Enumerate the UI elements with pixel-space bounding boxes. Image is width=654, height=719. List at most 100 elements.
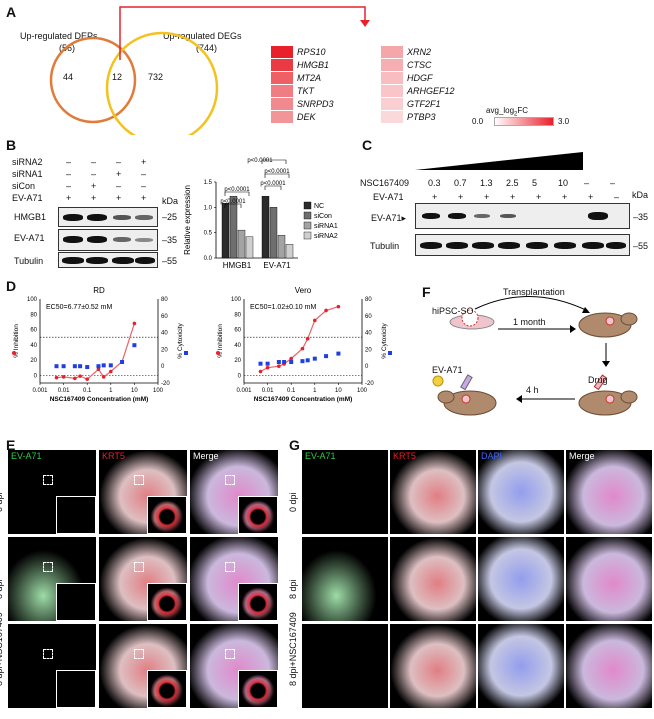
panelb-sign: – (141, 181, 147, 191)
panel-label-c: C (362, 137, 373, 153)
micrograph (190, 624, 278, 708)
gene-row: RPS10 (271, 46, 371, 58)
micrograph (8, 624, 96, 708)
y-tick-label: 1.0 (204, 205, 213, 211)
legend-swatch (303, 211, 312, 220)
x-tick-label: 1 (109, 388, 113, 394)
inhibition-point (61, 375, 66, 379)
cytotoxicity-point (96, 364, 101, 369)
x-tick-label: 0.01 (58, 388, 70, 394)
inhibition-point (96, 367, 101, 372)
panelb-blot-hmgb1 (58, 207, 158, 227)
panelb-blot-label-hmgb1: HMGB1 (14, 212, 47, 222)
sig-bracket (224, 203, 242, 208)
panelc-drug-label: NSC167409 (360, 178, 410, 188)
cytotoxicity-point (54, 364, 59, 369)
panelc-conc: 0.7 (454, 178, 467, 188)
y-tick-label: 80 (30, 312, 37, 318)
y-tick-label: 60 (234, 328, 241, 334)
micrograph (302, 537, 388, 621)
legend-label: siCon (314, 213, 332, 220)
month-label: 1 month (513, 317, 546, 327)
inhibition-legend-marker (216, 351, 220, 355)
gene-name: DEK (297, 112, 316, 122)
panelc-ev-sign: + (432, 192, 438, 202)
x-tick-label: 1 (313, 388, 317, 394)
panelb-blot-label-tubulin: Tubulin (14, 256, 44, 266)
row-label: 8 dpi+NSC167409 (0, 612, 4, 686)
y-tick-label: 100 (27, 297, 38, 303)
micrograph (478, 537, 564, 621)
y-tick-label: 20 (30, 358, 37, 364)
bar (245, 236, 254, 259)
panelb-sign: + (141, 193, 147, 203)
y2-tick-label: 60 (365, 314, 372, 320)
roi-box (134, 562, 145, 573)
panelb-row-label: siRNA1 (12, 169, 43, 179)
y2-tick-label: 0 (161, 364, 165, 370)
y-tick-label: 1.5 (204, 180, 213, 186)
gene-swatch (381, 72, 403, 84)
sig-bracket (224, 191, 250, 196)
panelb-marker-35: –35 (162, 235, 178, 245)
cytotoxicity-point (289, 360, 294, 364)
cytotoxicity-point (78, 364, 83, 369)
gene-name: GTF2F1 (407, 99, 441, 109)
gene-row: XRN2 (381, 46, 481, 58)
x-tick-label: 10 (131, 388, 138, 394)
gene-name: CTSC (407, 60, 432, 70)
panelc-conc: 10 (558, 178, 569, 188)
panelb-sign: – (66, 169, 72, 179)
micrograph (99, 450, 187, 534)
panelb-marker-55: –55 (162, 256, 178, 266)
inhibition-point (109, 369, 113, 374)
bar (277, 234, 286, 259)
row-label: 0 dpi (288, 492, 298, 512)
gene-swatch (381, 59, 403, 71)
panelc-marker-35: –35 (633, 212, 649, 222)
venn-left-only: 44 (63, 72, 74, 82)
cytotoxicity-legend-marker (184, 351, 188, 355)
panel-d-vero-chart: Vero EC50=1.02±0.10 mM 0.001 0.01 0.1 1 10 100 0… (216, 286, 392, 403)
channel-label: EV-A71 (305, 451, 336, 461)
x-tick-label: 100 (153, 388, 164, 394)
y-tick-label: 40 (234, 343, 241, 349)
panelb-marker-25: –25 (162, 212, 178, 222)
gene-name: RPS10 (297, 47, 326, 57)
x-tick-label: EV-A71 (263, 261, 291, 270)
panelc-ev-sign: + (562, 192, 568, 202)
zoom-inset (147, 583, 187, 621)
panelb-sign: – (116, 157, 122, 167)
p-value: p<0.0001 (220, 199, 246, 205)
gene-name: HDGF (407, 73, 433, 83)
roi-box (43, 562, 54, 573)
cytotoxicity-legend-marker (388, 351, 392, 355)
panel-label-f: F (422, 284, 431, 300)
inhibition-point (78, 374, 82, 378)
micrograph (478, 450, 564, 534)
roi-box (43, 649, 54, 660)
gene-row: GTF2F1 (381, 98, 481, 110)
cytotoxicity-point (312, 356, 317, 361)
drug-label: Drug (588, 375, 608, 385)
panelc-conc: – (610, 178, 616, 188)
panelb-treatment-matrix: siRNA2 – – – + siRNA1 – – + – siCon – + – – EV-A71 + + + + (0, 150, 190, 210)
panelc-conc: 1.3 (480, 178, 493, 188)
inhibition-point (85, 377, 89, 381)
venn-right-count: (744) (196, 43, 218, 53)
panelb-sign: + (116, 169, 122, 179)
legend-swatch (303, 201, 312, 210)
gene-row: CTSC (381, 59, 481, 71)
gene-name: HMGB1 (297, 60, 330, 70)
inhibition-legend-marker (12, 351, 16, 355)
micrograph (478, 624, 564, 708)
ec50-annotation: EC50=1.02±0.10 mM (250, 304, 316, 311)
bar (285, 244, 294, 259)
panelc-conc: 0.3 (428, 178, 441, 188)
bar (237, 229, 246, 259)
panel-f-schematic (432, 296, 638, 416)
micrograph (8, 450, 96, 534)
inhibition-point (265, 365, 270, 370)
bar (269, 207, 278, 259)
cytotoxicity-point (300, 359, 305, 364)
